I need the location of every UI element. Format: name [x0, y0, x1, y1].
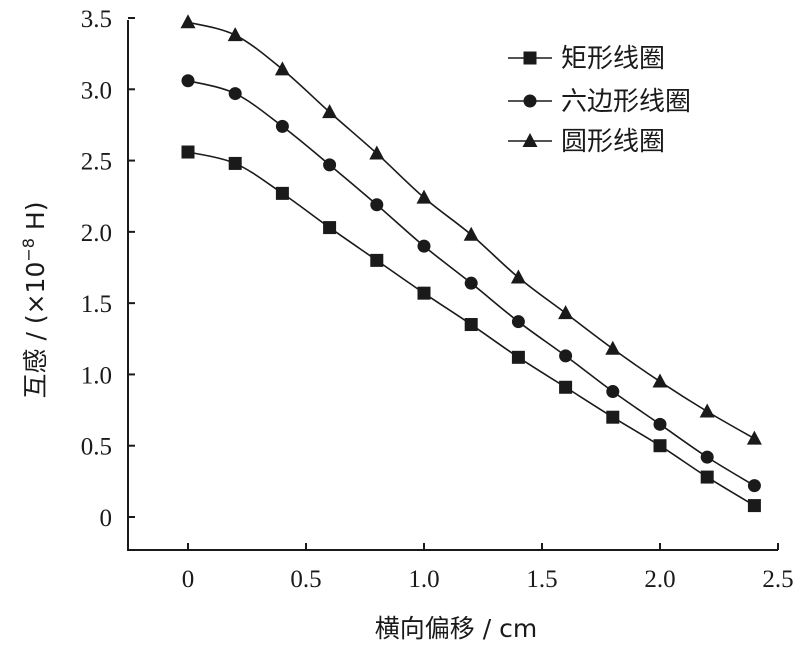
data-point-rectangular [606, 410, 620, 424]
axes [127, 20, 778, 551]
data-point-rectangular [464, 318, 478, 332]
x-tick-label: 1.5 [526, 566, 557, 593]
data-point-circular [416, 189, 432, 204]
y-axis-title: 互感 / (×10−8 H) [19, 202, 50, 399]
data-point-hexagonal [559, 349, 573, 363]
data-point-circular [652, 373, 668, 388]
series-hexagonal [181, 74, 761, 493]
legend-label-hexagonal: 六边形线圈 [561, 87, 691, 117]
data-point-rectangular [275, 186, 289, 200]
y-tick-label: 1.5 [81, 291, 112, 318]
data-point-rectangular [559, 380, 573, 394]
data-point-circular [746, 430, 762, 445]
data-point-circular [510, 269, 526, 284]
y-tick-label: 3.5 [81, 6, 112, 33]
data-point-circular [227, 27, 243, 42]
y-tick-label: 2.5 [81, 149, 112, 176]
data-point-circular [274, 61, 290, 76]
legend-item-rectangular: 矩形线圈 [508, 44, 665, 74]
y-tick-label: 2.0 [81, 220, 112, 247]
legend-label-circular: 圆形线圈 [561, 127, 665, 157]
x-ticks: 0 0.5 1.0 1.5 2.0 2.5 [182, 543, 794, 593]
y-tick-label: 3.0 [81, 77, 112, 104]
data-point-circular [699, 403, 715, 418]
data-point-rectangular [511, 350, 525, 364]
x-tick-label: 0 [182, 566, 195, 593]
y-tick-label: 0 [100, 505, 113, 532]
series-circular [180, 14, 762, 445]
data-point-hexagonal [275, 119, 289, 133]
data-point-hexagonal [323, 158, 337, 172]
x-tick-label: 2.5 [762, 566, 793, 593]
data-point-rectangular [747, 499, 761, 513]
y-axis-title-unit: H) [21, 202, 50, 239]
x-tick-label: 0.5 [290, 566, 321, 593]
data-point-circular [322, 104, 338, 119]
legend-marker-hexagonal [523, 94, 537, 108]
data-point-hexagonal [228, 87, 242, 101]
data-point-hexagonal [700, 450, 714, 464]
y-axis-title-main: 互感 / (×10 [21, 262, 50, 399]
data-point-circular [369, 145, 385, 160]
data-point-rectangular [700, 470, 714, 484]
y-tick-label: 1.0 [81, 362, 112, 389]
legend-item-hexagonal: 六边形线圈 [508, 87, 691, 117]
data-point-hexagonal [747, 479, 761, 493]
data-point-circular [463, 226, 479, 241]
y-tick-label: 0.5 [81, 434, 112, 461]
x-tick-label: 2.0 [644, 566, 675, 593]
data-point-hexagonal [653, 417, 667, 431]
legend-label-rectangular: 矩形线圈 [561, 44, 665, 74]
legend-marker-circular [522, 133, 538, 147]
data-point-circular [180, 14, 196, 29]
data-point-rectangular [228, 156, 242, 170]
data-point-rectangular [181, 145, 195, 159]
data-point-hexagonal [606, 385, 620, 399]
data-point-circular [605, 340, 621, 355]
y-ticks: 0 0.5 1.0 1.5 2.0 2.5 3.0 3.5 [81, 6, 135, 532]
series-rectangular [181, 145, 761, 513]
data-point-rectangular [653, 439, 667, 453]
data-point-hexagonal [417, 239, 431, 253]
legend-marker-rectangular [523, 51, 537, 65]
data-point-hexagonal [511, 315, 525, 329]
y-axis-title-exponent: −8 [19, 238, 38, 262]
data-point-rectangular [323, 221, 337, 235]
data-point-circular [558, 305, 574, 320]
x-tick-label: 1.0 [408, 566, 439, 593]
data-point-rectangular [417, 286, 431, 300]
x-axis-title: 横向偏移 / cm [375, 614, 537, 643]
series-layer [180, 14, 762, 513]
data-point-hexagonal [370, 198, 384, 212]
legend-item-circular: 圆形线圈 [508, 127, 665, 157]
data-point-hexagonal [464, 276, 478, 290]
data-point-hexagonal [181, 74, 195, 88]
data-point-rectangular [370, 253, 384, 267]
